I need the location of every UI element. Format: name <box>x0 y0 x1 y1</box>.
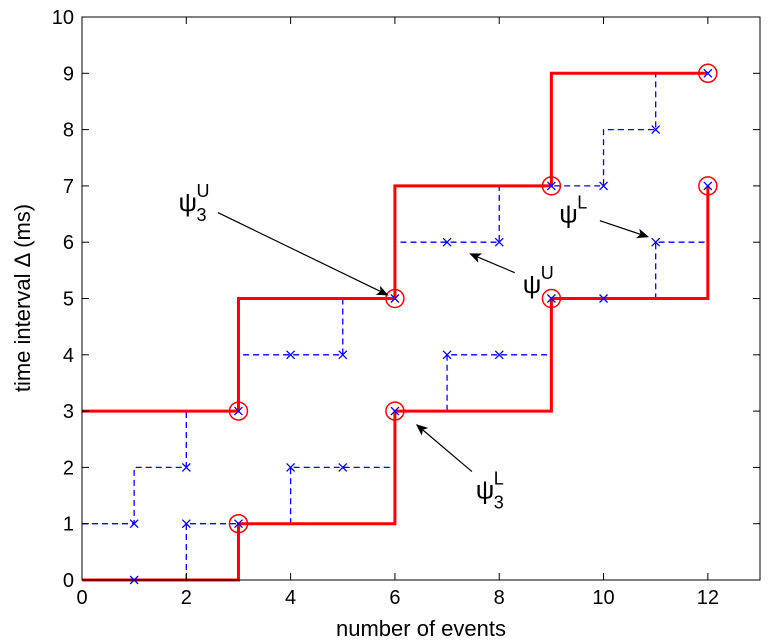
annotation-label: ψ <box>476 474 495 504</box>
annotation-superscript: U <box>541 263 554 283</box>
annotation-arrow <box>469 253 515 274</box>
x-marker <box>338 350 348 360</box>
annotation-superscript: U <box>196 181 209 201</box>
x-axis-label: number of events <box>336 616 506 641</box>
circle-marker <box>698 176 718 196</box>
x-marker <box>546 294 556 303</box>
x-marker <box>286 350 296 360</box>
x-tick-label: 12 <box>697 587 719 609</box>
y-tick-label: 7 <box>63 176 74 198</box>
x-marker <box>494 350 504 360</box>
x-marker <box>703 181 713 191</box>
annotation-label: ψ <box>523 269 542 299</box>
x-marker <box>181 462 191 472</box>
annotation-superscript: L <box>494 468 504 488</box>
circle-marker <box>385 288 405 309</box>
x-marker <box>651 125 661 135</box>
y-tick-label: 2 <box>63 457 74 479</box>
x-marker <box>338 462 348 472</box>
x-tick-label: 6 <box>389 587 400 609</box>
x-marker <box>286 462 296 472</box>
x-marker <box>390 294 400 303</box>
x-tick-label: 4 <box>285 587 296 609</box>
y-tick-label: 10 <box>52 7 74 29</box>
x-marker <box>546 181 556 191</box>
circle-layer <box>228 63 718 534</box>
x-marker <box>129 519 139 529</box>
circle-marker <box>228 401 249 421</box>
y-tick-label: 5 <box>63 289 74 311</box>
x-marker <box>599 181 608 191</box>
y-tick-label: 0 <box>63 570 74 592</box>
x-marker <box>442 237 452 247</box>
y-tick-label: 4 <box>63 345 74 367</box>
annotation-arrow <box>415 424 473 473</box>
x-marker <box>442 350 452 360</box>
x-tick-label: 10 <box>592 587 614 609</box>
circle-marker <box>541 288 562 309</box>
x-marker <box>494 237 504 247</box>
y-tick-label: 1 <box>63 514 74 536</box>
annotation-arrow <box>599 220 650 239</box>
x-marker <box>234 406 243 416</box>
y-axis: 0 1 2 3 4 5 6 7 8 9 10 <box>52 7 760 592</box>
marker-layer <box>129 68 713 585</box>
annotation-subscript: 3 <box>494 492 504 512</box>
annotation-label: ψ <box>559 198 578 228</box>
annotation-subscript: 3 <box>196 205 206 225</box>
x-axis: 0 2 4 6 8 10 12 <box>76 17 719 609</box>
x-marker <box>599 294 608 303</box>
x-marker <box>181 519 191 529</box>
x-tick-label: 8 <box>494 587 505 609</box>
y-tick-label: 8 <box>63 120 74 142</box>
annotation-label: ψ <box>178 187 197 217</box>
x-marker <box>703 68 713 78</box>
annotation-superscript: L <box>577 192 587 212</box>
annotation-arrow <box>217 212 389 296</box>
circle-marker <box>698 63 718 84</box>
annotation-layer: ψ U3ψ Uψ Lψ L3 <box>178 181 650 512</box>
x-tick-label: 2 <box>181 587 192 609</box>
annotation: ψ U 3 <box>178 181 389 296</box>
y-axis-label: time interval Δ (ms) <box>10 204 35 392</box>
y-tick-label: 6 <box>63 232 74 254</box>
y-tick-label: 9 <box>63 63 74 85</box>
x-marker <box>651 237 661 247</box>
circle-marker <box>228 513 249 534</box>
x-marker <box>234 519 243 529</box>
circle-marker <box>385 401 405 421</box>
circle-marker <box>541 176 562 196</box>
x-marker <box>390 406 400 416</box>
y-tick-label: 3 <box>63 401 74 423</box>
x-tick-label: 0 <box>76 587 87 609</box>
annotation: ψ L 3 <box>415 424 504 512</box>
red-step-line <box>82 71 708 413</box>
